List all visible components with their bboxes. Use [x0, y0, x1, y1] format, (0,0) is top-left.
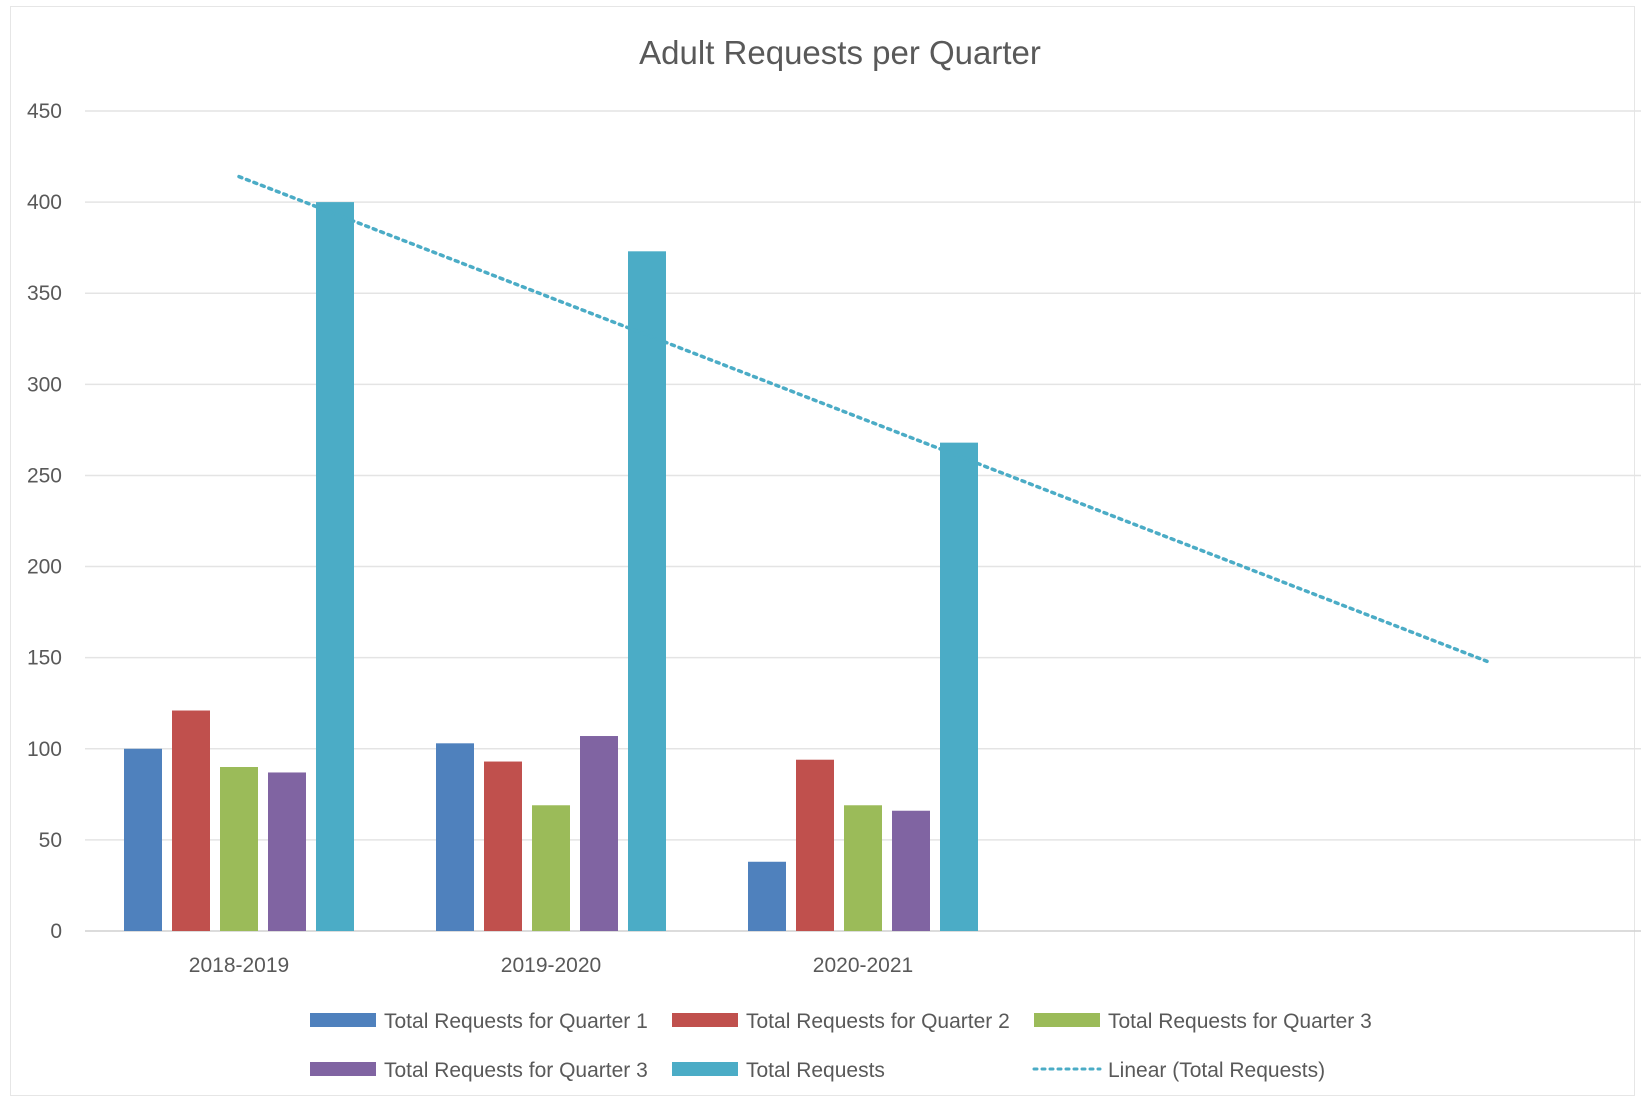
bar: [940, 442, 978, 931]
x-tick-label: 2018-2019: [189, 954, 289, 977]
x-tick-label: 2020-2021: [813, 954, 913, 977]
bar: [484, 761, 522, 931]
trendline: [237, 174, 1489, 664]
y-tick-label: 200: [27, 556, 62, 579]
y-tick-label: 350: [27, 282, 62, 305]
x-axis-tick-labels: 2018-2019 2019-2020 2020-2021: [189, 954, 913, 977]
bars: [124, 202, 978, 932]
legend-label: Total Requests for Quarter 2: [746, 1010, 1010, 1033]
legend-swatch: [310, 1013, 376, 1027]
y-tick-label: 250: [27, 464, 62, 487]
y-axis-tick-labels: 0 50 100 150 200 250 300 350 400 450: [27, 100, 62, 943]
bar: [268, 772, 306, 931]
legend-label: Total Requests for Quarter 1: [384, 1010, 648, 1033]
bar: [844, 805, 882, 931]
y-tick-label: 100: [27, 738, 62, 761]
legend: Total Requests for Quarter 1 Total Reques…: [310, 1010, 1372, 1082]
chart-title: Adult Requests per Quarter: [639, 34, 1041, 71]
bar: [892, 810, 930, 931]
legend-swatch: [310, 1062, 376, 1076]
y-tick-label: 50: [39, 829, 62, 852]
y-tick-label: 450: [27, 100, 62, 123]
y-tick-label: 300: [27, 373, 62, 396]
bar: [124, 748, 162, 931]
bar: [628, 251, 666, 932]
y-tick-label: 0: [50, 920, 62, 943]
legend-label: Total Requests: [746, 1059, 885, 1082]
chart-frame: [10, 6, 1635, 1096]
bar: [316, 202, 354, 932]
legend-label: Linear (Total Requests): [1108, 1059, 1325, 1082]
bar: [796, 759, 834, 931]
y-tick-label: 150: [27, 647, 62, 670]
bar: [532, 805, 570, 931]
bar: [220, 767, 258, 931]
legend-swatch: [1034, 1013, 1100, 1027]
bar: [436, 743, 474, 931]
bar: [748, 861, 786, 931]
bar: [580, 736, 618, 931]
y-tick-label: 400: [27, 191, 62, 214]
legend-swatch: [672, 1062, 738, 1076]
legend-swatch: [672, 1013, 738, 1027]
bar: [172, 710, 210, 931]
legend-label: Total Requests for Quarter 3: [384, 1059, 648, 1082]
trendline-group: [237, 174, 1489, 664]
x-tick-label: 2019-2020: [501, 954, 601, 977]
legend-label: Total Requests for Quarter 3: [1108, 1010, 1372, 1033]
